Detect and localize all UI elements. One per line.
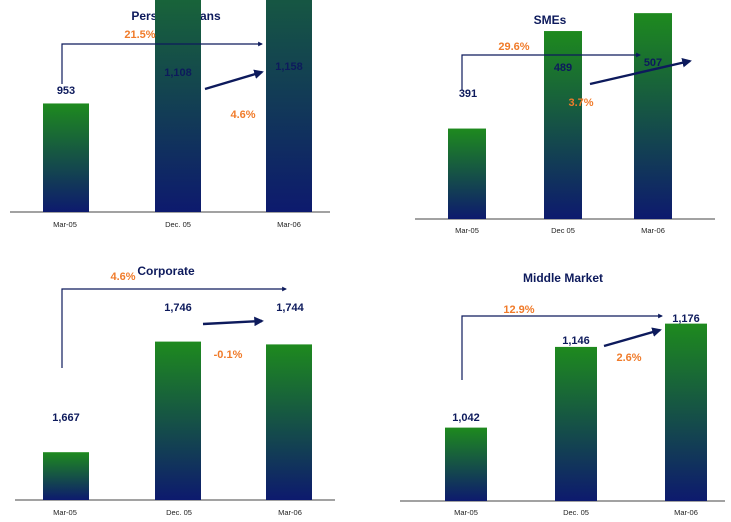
bars-group bbox=[43, 341, 312, 500]
data-label: 953 bbox=[57, 85, 75, 97]
tick-label: Dec. 05 bbox=[166, 508, 192, 517]
data-label: 489 bbox=[554, 62, 572, 74]
data-label: 1,158 bbox=[275, 61, 303, 73]
chart-title: Corporate bbox=[137, 264, 195, 278]
qoq-growth-label: 2.6% bbox=[616, 352, 641, 364]
data-label: 391 bbox=[459, 88, 477, 100]
bars-group bbox=[445, 323, 707, 501]
bar bbox=[43, 103, 89, 212]
tick-label: Mar-06 bbox=[278, 508, 302, 517]
bars-group bbox=[43, 0, 312, 212]
qoq-growth-arrow bbox=[202, 316, 264, 327]
tick-label: Dec 05 bbox=[551, 226, 575, 235]
bar bbox=[445, 427, 487, 501]
data-label: 1,146 bbox=[562, 335, 590, 347]
bar bbox=[555, 346, 597, 501]
yoy-growth-label: 12.9% bbox=[503, 304, 534, 316]
bar bbox=[634, 13, 672, 220]
tick-label: Mar-06 bbox=[641, 226, 665, 235]
chart-title: Middle Market bbox=[523, 271, 603, 285]
chart-middle-market: Middle Market Mar-05 Dec. 05 Mar-06 1,04… bbox=[400, 271, 725, 517]
data-label: 1,042 bbox=[452, 412, 480, 424]
bar bbox=[266, 344, 312, 500]
yoy-growth-label: 4.6% bbox=[110, 271, 135, 283]
data-label: 1,746 bbox=[164, 302, 192, 314]
chart-title: SMEs bbox=[534, 13, 567, 27]
qoq-growth-arrow bbox=[603, 327, 662, 348]
bar bbox=[43, 452, 89, 500]
qoq-growth-label: -0.1% bbox=[214, 349, 243, 361]
tick-label: Mar-05 bbox=[454, 508, 478, 517]
tick-label: Dec. 05 bbox=[563, 508, 589, 517]
bars-group bbox=[448, 13, 672, 220]
tick-label: Mar-05 bbox=[53, 508, 77, 517]
bar bbox=[544, 31, 582, 220]
qoq-growth-arrow bbox=[589, 58, 692, 86]
bar bbox=[155, 341, 201, 500]
yoy-growth-arrow bbox=[61, 286, 287, 368]
bar bbox=[266, 0, 312, 212]
tick-label: Dec. 05 bbox=[165, 220, 191, 229]
data-label: 1,744 bbox=[276, 302, 304, 314]
chart-corporate: Corporate Mar-05 Dec. 05 Mar-06 1,667 1,… bbox=[15, 264, 335, 517]
bar bbox=[448, 128, 486, 219]
chart-personal-loans: Personal Loans Mar-05 Dec. 05 Mar-06 953… bbox=[10, 0, 330, 229]
data-label: 1,667 bbox=[52, 412, 80, 424]
chart-smes: SMEs Mar-05 Dec 05 Mar-06 391 489 507 29… bbox=[415, 13, 715, 235]
yoy-growth-arrow bbox=[461, 313, 663, 380]
qoq-growth-label: 4.6% bbox=[230, 109, 255, 121]
tick-label: Mar-06 bbox=[674, 508, 698, 517]
bar bbox=[155, 0, 201, 212]
tick-label: Mar-05 bbox=[455, 226, 479, 235]
yoy-growth-label: 21.5% bbox=[124, 29, 155, 41]
data-label: 1,108 bbox=[164, 67, 192, 79]
bar bbox=[665, 323, 707, 501]
qoq-growth-label: 3.7% bbox=[568, 97, 593, 109]
tick-label: Mar-06 bbox=[277, 220, 301, 229]
qoq-growth-arrow bbox=[204, 69, 264, 91]
yoy-growth-label: 29.6% bbox=[498, 41, 529, 53]
yoy-growth-arrow bbox=[61, 41, 263, 84]
yoy-growth-arrow bbox=[461, 52, 641, 90]
data-label: 1,176 bbox=[672, 313, 700, 325]
tick-label: Mar-05 bbox=[53, 220, 77, 229]
data-label: 507 bbox=[644, 57, 662, 69]
